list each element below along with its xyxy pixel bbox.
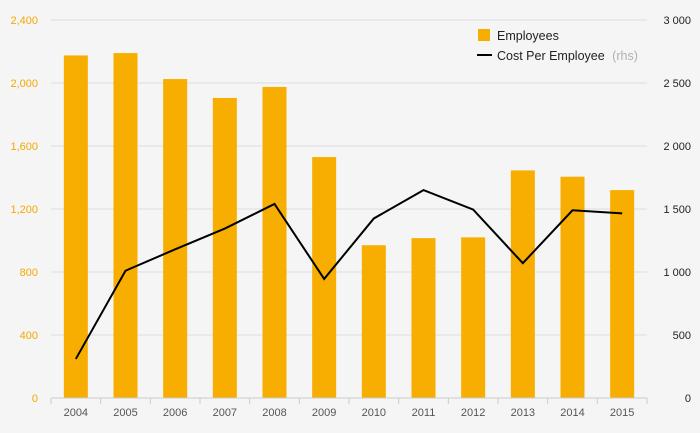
left-tick-label: 2,000 [10,78,38,90]
x-tick-label: 2005 [113,407,137,419]
bar-employees-2013 [510,170,535,398]
cost-per-employee-line [74,188,623,360]
x-tick-label: 2008 [262,407,286,419]
legend: Employees Cost Per Employee (rhs) [477,29,638,63]
legend-label-cost-main: Cost Per Employee [497,49,605,63]
x-tick-label: 2014 [560,407,584,419]
legend-swatch-employees [478,29,490,41]
legend-label-employees: Employees [497,29,559,43]
right-tick-label: 1 500 [663,204,691,216]
x-tick-label: 2007 [213,407,237,419]
gridlines [51,19,647,336]
left-tick-label: 1,200 [10,204,38,216]
x-tick-label: 2011 [412,407,436,419]
x-tick-label: 2009 [312,407,336,419]
right-tick-label: 2 000 [663,141,691,153]
right-tick-label: 2 500 [663,78,691,90]
left-tick-label: 1,600 [10,141,38,153]
left-tick-label: 0 [32,393,38,405]
x-axis: 2004 2005 2006 2007 2008 2009 2010 2011 2012 2013… [50,397,648,419]
bar-employees-2010 [361,245,386,398]
bar-employees-2015 [610,190,635,398]
x-tick-label: 2006 [163,407,187,419]
x-tick-label: 2013 [511,407,535,419]
left-tick-label: 400 [20,330,38,342]
legend-label-cost-suffix: (rhs) [612,49,638,63]
bar-employees-2005 [113,53,138,398]
line-series-cost-per-employee [74,188,623,360]
right-tick-label: 1 000 [663,267,691,279]
left-axis: 0 400 800 1,200 1,600 2,000 2,400 [10,15,38,405]
bar-employees-2007 [212,97,237,399]
bar-employees-2011 [411,238,436,398]
left-tick-label: 800 [20,267,38,279]
bar-employees-2014 [560,176,585,398]
bar-employees-2006 [163,79,188,398]
x-tick-label: 2015 [610,407,634,419]
legend-label-cost: Cost Per Employee (rhs) [497,49,638,63]
right-tick-label: 3 000 [663,15,691,27]
left-tick-label: 2,400 [10,15,38,27]
right-tick-label: 0 [685,393,691,405]
right-tick-label: 500 [673,330,691,342]
x-tick-label: 2004 [64,407,88,419]
x-tick-label: 2010 [362,407,386,419]
bar-employees-2012 [461,237,486,398]
bar-employees-2008 [262,86,287,398]
bar-employees-2004 [63,55,88,398]
right-axis: 0 500 1 000 1 500 2 000 2 500 3 000 [663,15,691,405]
x-tick-label: 2012 [461,407,485,419]
bar-series-employees [63,53,635,399]
